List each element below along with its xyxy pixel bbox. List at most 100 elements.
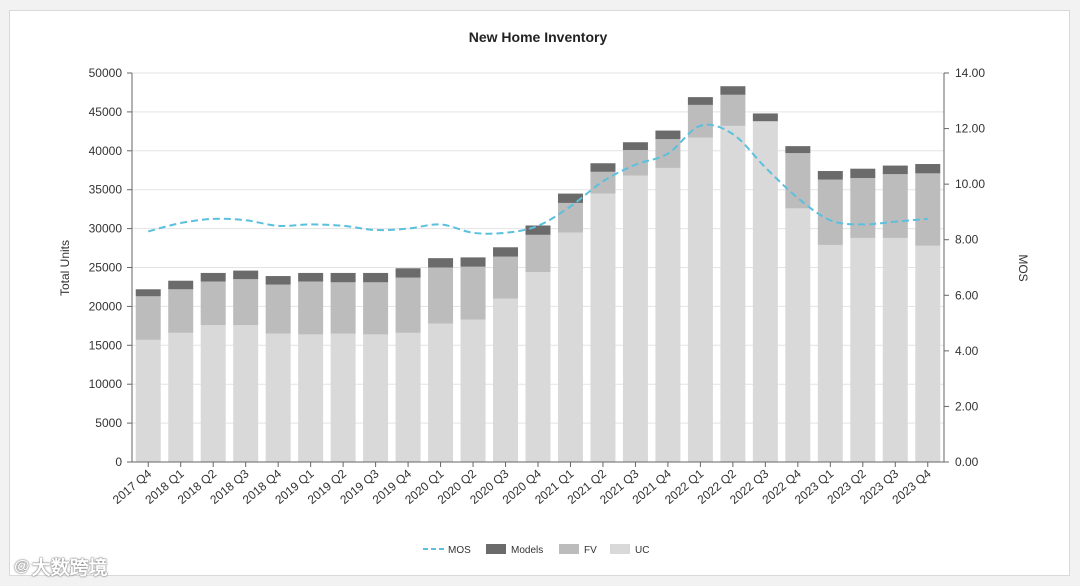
bar-fv xyxy=(330,282,356,334)
bar-models xyxy=(915,164,941,174)
bar-uc xyxy=(168,332,194,462)
bar-fv xyxy=(785,153,811,209)
legend-swatch-models xyxy=(486,544,506,554)
bar-uc xyxy=(493,298,519,462)
bar-fv xyxy=(395,277,421,333)
bar-models xyxy=(168,280,194,290)
legend-label-fv: FV xyxy=(584,545,597,556)
bar-uc xyxy=(200,325,226,462)
y2-tick-label: 10.00 xyxy=(955,177,985,191)
bar-uc xyxy=(817,244,843,462)
bar-uc xyxy=(655,167,681,462)
y-tick-label: 10000 xyxy=(89,377,123,391)
chart-title: New Home Inventory xyxy=(469,29,608,45)
bar-uc xyxy=(233,325,259,462)
y2-tick-label: 14.00 xyxy=(955,66,985,80)
legend-label-uc: UC xyxy=(635,545,649,556)
bar-fv xyxy=(817,179,843,245)
bar-models xyxy=(395,268,421,278)
legend-swatch-fv xyxy=(559,544,579,554)
y-tick-label: 0 xyxy=(115,455,122,469)
bar-uc xyxy=(850,237,876,462)
bar-models xyxy=(460,257,486,267)
bar-fv xyxy=(590,171,616,194)
bar-models xyxy=(720,86,746,95)
bar-models xyxy=(622,142,648,151)
bar-models xyxy=(265,276,291,285)
bar-uc xyxy=(752,121,778,463)
watermark-text: 大数跨境 xyxy=(31,558,108,579)
mos-line xyxy=(147,123,928,235)
y2-tick-label: 2.00 xyxy=(955,399,979,413)
bar-models xyxy=(233,270,259,280)
y-tick-label: 35000 xyxy=(89,183,123,197)
bar-uc xyxy=(135,339,161,462)
bar-uc xyxy=(557,232,583,462)
bar-uc xyxy=(298,334,324,462)
watermark-logo-icon: @ xyxy=(14,557,30,575)
bar-models xyxy=(655,130,681,140)
y-tick-label: 25000 xyxy=(89,261,123,275)
y2-tick-label: 4.00 xyxy=(955,344,979,358)
y-tick-label: 30000 xyxy=(89,222,123,236)
bar-models xyxy=(882,165,908,175)
bar-fv xyxy=(233,279,259,326)
bar-fv xyxy=(265,284,291,334)
bar-models xyxy=(493,247,519,257)
bar-uc xyxy=(395,332,421,462)
bar-models xyxy=(785,146,811,154)
bar-models xyxy=(687,97,713,105)
bar-uc xyxy=(330,333,356,462)
bar-models xyxy=(298,272,324,282)
legend-label-models: Models xyxy=(511,545,543,556)
bar-uc xyxy=(363,334,389,462)
bar-uc xyxy=(428,323,454,462)
y2-axis-label: MOS xyxy=(1016,254,1030,281)
bar-uc xyxy=(590,193,616,462)
legend-label-mos: MOS xyxy=(448,545,471,556)
bar-fv xyxy=(298,281,324,335)
bar-fv xyxy=(687,104,713,138)
bar-fv xyxy=(622,150,648,176)
bar-models xyxy=(557,193,583,203)
bar-fv xyxy=(168,289,194,333)
y-tick-label: 20000 xyxy=(89,299,123,313)
bar-uc xyxy=(460,319,486,462)
bar-fv xyxy=(428,267,454,324)
y2-tick-label: 0.00 xyxy=(955,455,979,469)
y-tick-label: 5000 xyxy=(95,416,122,430)
bar-models xyxy=(363,272,389,283)
bar-uc xyxy=(720,125,746,463)
watermark: @ 大数跨境 xyxy=(14,553,108,580)
bar-models xyxy=(330,272,356,283)
bar-uc xyxy=(525,272,551,462)
legend-swatch-uc xyxy=(610,544,630,554)
bar-uc xyxy=(687,137,713,462)
bar-fv xyxy=(720,94,746,126)
bar-fv xyxy=(460,266,486,320)
bar-uc xyxy=(622,175,648,463)
bar-models xyxy=(590,163,616,172)
bar-models xyxy=(525,225,551,235)
bar-models xyxy=(850,168,876,179)
bar-fv xyxy=(135,296,161,340)
bar-fv xyxy=(200,281,226,326)
y2-tick-label: 12.00 xyxy=(955,122,985,136)
y-tick-label: 40000 xyxy=(89,144,123,158)
y-tick-label: 45000 xyxy=(89,105,123,119)
bar-fv xyxy=(882,174,908,238)
bar-fv xyxy=(525,234,551,273)
bar-fv xyxy=(363,282,389,335)
bar-models xyxy=(752,113,778,122)
bar-models xyxy=(817,171,843,180)
bar-fv xyxy=(850,178,876,238)
bar-fv xyxy=(915,173,941,246)
y2-tick-label: 8.00 xyxy=(955,233,979,247)
bar-uc xyxy=(265,333,291,462)
y-tick-label: 50000 xyxy=(89,66,123,80)
bar-uc xyxy=(882,237,908,462)
bar-uc xyxy=(915,245,941,462)
bar-fv xyxy=(557,202,583,233)
y-tick-label: 15000 xyxy=(89,338,123,352)
